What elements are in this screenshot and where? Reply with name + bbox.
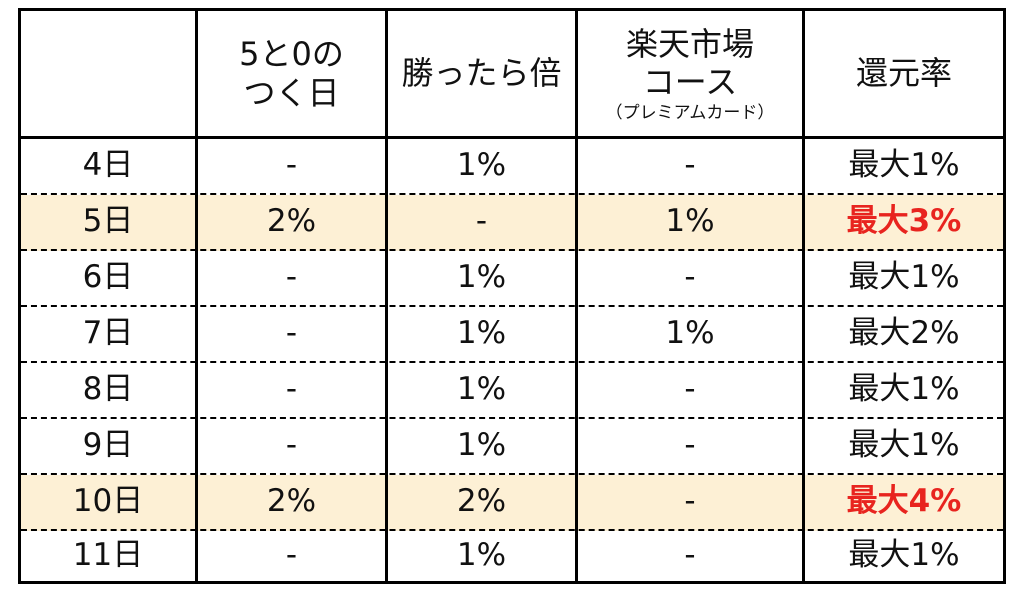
return-rate-cell: 最大1%	[848, 147, 960, 184]
return-rate-cell: 最大4%	[846, 483, 962, 520]
day-cell: 10日	[72, 483, 144, 520]
day-cell: 11日	[72, 537, 144, 574]
table-row: 8日 - 1% - 最大1%	[21, 363, 1003, 419]
rakuten-course-cell: -	[684, 147, 696, 184]
table-row-highlighted: 5日 2% - 1% 最大3%	[21, 195, 1003, 251]
table-row: 7日 - 1% 1% 最大2%	[21, 307, 1003, 363]
table-row: 6日 - 1% - 最大1%	[21, 251, 1003, 307]
header-5-0-days: 5と0の つく日	[239, 35, 344, 112]
header-return-rate: 還元率	[855, 54, 952, 93]
rakuten-course-cell: 1%	[665, 203, 715, 240]
rakuten-course-cell: -	[684, 259, 696, 296]
return-rate-cell: 最大1%	[848, 537, 960, 574]
win-double-cell: 1%	[456, 315, 507, 352]
five-zero-cell: -	[285, 537, 298, 574]
win-double-cell: 1%	[456, 427, 507, 464]
rakuten-course-cell: -	[684, 483, 696, 520]
header-win-double: 勝ったら倍	[401, 54, 562, 93]
day-cell: 9日	[82, 427, 134, 464]
return-rate-cell: 最大3%	[846, 203, 962, 240]
five-zero-cell: -	[285, 259, 298, 296]
day-cell: 7日	[82, 315, 134, 352]
column-divider	[802, 11, 805, 581]
return-rate-cell: 最大1%	[848, 371, 960, 408]
return-rate-cell: 最大2%	[848, 315, 960, 352]
five-zero-cell: -	[285, 147, 298, 184]
day-cell: 6日	[82, 259, 134, 296]
column-divider	[195, 11, 198, 581]
rakuten-course-cell: -	[684, 427, 696, 464]
day-cell: 5日	[82, 203, 134, 240]
win-double-cell: 1%	[456, 259, 507, 296]
return-rate-cell: 最大1%	[848, 427, 960, 464]
column-divider	[575, 11, 578, 581]
win-double-cell: 2%	[456, 483, 507, 520]
rate-table: 5と0の つく日 勝ったら倍 楽天市場 コース （プレミアムカード） 還元率 4…	[18, 8, 1006, 584]
table-row: 9日 - 1% - 最大1%	[21, 419, 1003, 475]
day-cell: 4日	[82, 147, 134, 184]
rakuten-course-cell: 1%	[665, 315, 715, 352]
table-row-highlighted: 10日 2% 2% - 最大4%	[21, 475, 1003, 531]
rakuten-course-cell: -	[684, 371, 696, 408]
five-zero-cell: -	[285, 427, 298, 464]
header-rakuten-course: 楽天市場 コース （プレミアムカード）	[605, 24, 775, 124]
five-zero-cell: 2%	[266, 483, 317, 520]
rakuten-course-cell: -	[684, 537, 696, 574]
column-divider	[385, 11, 388, 581]
return-rate-cell: 最大1%	[848, 259, 960, 296]
table-header: 5と0の つく日 勝ったら倍 楽天市場 コース （プレミアムカード） 還元率	[21, 11, 1003, 139]
five-zero-cell: 2%	[266, 203, 317, 240]
win-double-cell: -	[475, 203, 488, 240]
win-double-cell: 1%	[456, 371, 507, 408]
five-zero-cell: -	[285, 315, 298, 352]
table-row: 11日 - 1% - 最大1%	[21, 531, 1003, 581]
win-double-cell: 1%	[456, 147, 507, 184]
day-cell: 8日	[82, 371, 134, 408]
header-premium-card-note: （プレミアムカード）	[605, 103, 775, 124]
header-empty-cell	[21, 11, 195, 136]
win-double-cell: 1%	[456, 537, 507, 574]
five-zero-cell: -	[285, 371, 298, 408]
table-row: 4日 - 1% - 最大1%	[21, 139, 1003, 195]
